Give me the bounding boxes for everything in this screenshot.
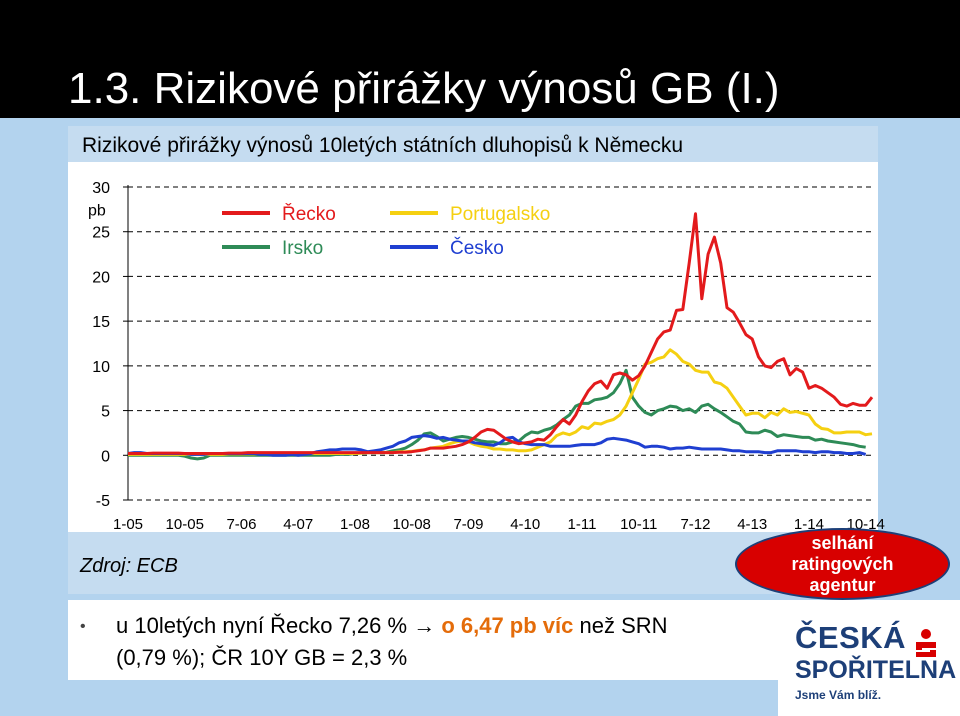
y-tick-label: 30 [92, 180, 110, 197]
spread-line-chart: -5 0 5 10 15 20 25 30 pb 1-05 10-05 7-06 4-07 1-08 10… [68, 162, 885, 533]
y-tick-label: 0 [101, 448, 110, 465]
rating-agency-callout: selhání ratingových agentur [735, 528, 950, 600]
chart-legend: Řecko Portugalsko Irsko Česko [222, 203, 550, 259]
x-tick-label: 7-12 [680, 516, 710, 533]
x-tick-label: 10-11 [620, 516, 657, 533]
legend-label: Řecko [282, 203, 336, 225]
x-tick-label: 4-10 [510, 516, 540, 533]
logo-panel [778, 600, 960, 716]
legend-label: Česko [450, 237, 504, 259]
y-tick-label: 20 [92, 269, 110, 286]
x-tick-label: 10-08 [393, 516, 431, 533]
legend-label: Irsko [282, 238, 323, 259]
source-note: Zdroj: ECB [80, 555, 178, 577]
slide-title: 1.3. Rizikové přirážky výnosů GB (I.) [68, 64, 780, 113]
legend-label: Portugalsko [450, 204, 550, 225]
y-tick-label: 25 [92, 225, 110, 242]
chart-title: Rizikové přirážky výnosů 10letých státní… [82, 134, 684, 157]
note-line-1: u 10letých nyní Řecko 7,26 % → o 6,47 pb… [116, 613, 668, 639]
logo-wordmark-line1: ČESKÁ [795, 620, 907, 655]
note-highlight: o 6,47 pb víc [441, 613, 574, 638]
x-tick-label: 7-09 [453, 516, 483, 533]
chart-grid [128, 186, 872, 501]
series-line-řecko [128, 212, 874, 455]
bullet-icon: • [80, 618, 86, 635]
y-axis-unit-label: pb [88, 202, 106, 219]
y-tick-label: -5 [96, 493, 110, 510]
y-axis: -5 0 5 10 15 20 25 30 pb [88, 180, 128, 510]
x-tick-label: 7-06 [226, 516, 256, 533]
y-tick-label: 10 [92, 359, 110, 376]
y-tick-label: 15 [92, 314, 110, 331]
x-tick-label: 10-05 [166, 516, 204, 533]
y-tick-label: 5 [101, 404, 110, 421]
logo-wordmark-line2: SPOŘITELNA [795, 656, 957, 684]
x-tick-label: 1-11 [568, 516, 597, 533]
logo-s-icon [916, 629, 936, 657]
x-tick-label: 4-13 [737, 516, 767, 533]
x-tick-label: 1-05 [113, 516, 143, 533]
chart-series [127, 212, 874, 461]
note-text-end: než SRN [579, 613, 668, 638]
x-tick-label: 4-07 [283, 516, 313, 533]
x-tick-label: 1-08 [340, 516, 370, 533]
note-line-2: (0,79 %); ČR 10Y GB = 2,3 % [116, 645, 408, 670]
logo-tagline: Jsme Vám blíž. [795, 688, 882, 702]
callout-text: selhání ratingových agentur [791, 532, 894, 595]
note-box [68, 600, 778, 680]
plot-frame [68, 162, 878, 532]
plot-area [68, 162, 878, 532]
slide-header [0, 0, 960, 118]
arrow-right-icon: → [413, 613, 436, 638]
note-text-start: u 10letých nyní Řecko 7,26 % [116, 613, 408, 638]
